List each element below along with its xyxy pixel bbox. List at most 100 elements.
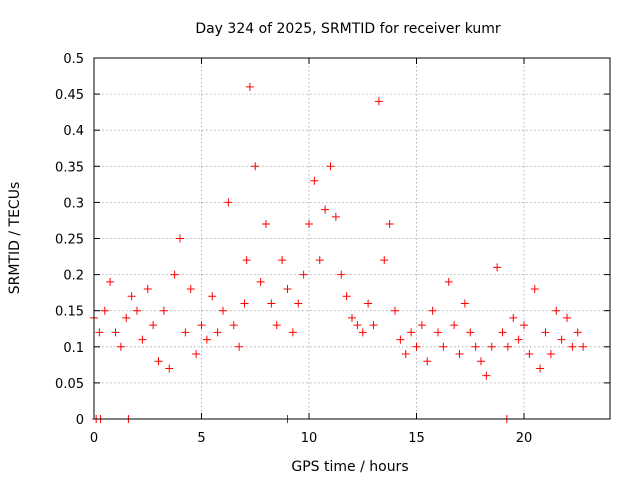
data-point — [423, 357, 432, 366]
data-point — [192, 350, 201, 359]
data-point — [557, 335, 566, 344]
data-point — [514, 335, 523, 344]
data-point — [364, 299, 373, 308]
data-point — [579, 342, 588, 351]
y-tick-label: 0 — [76, 413, 84, 428]
data-point — [385, 220, 394, 229]
y-tick-label: 0.05 — [55, 377, 84, 392]
data-point — [159, 306, 168, 315]
data-point — [213, 328, 222, 337]
data-point — [391, 306, 399, 315]
data-point — [401, 350, 410, 359]
data-point — [283, 285, 292, 294]
data-point — [95, 328, 104, 337]
data-point — [100, 306, 109, 315]
data-point — [315, 256, 324, 265]
axis-ticks: 0 0.05 0.1 0.15 0.2 0.25 0.3 0.35 0.4 0.45 0.5 0 5 10… — [55, 52, 610, 446]
x-axis-label: GPS time / hours — [291, 459, 408, 475]
data-point — [326, 162, 335, 171]
data-point — [197, 321, 206, 330]
data-point — [229, 321, 238, 330]
data-point — [358, 328, 367, 337]
y-tick-label: 0.2 — [63, 269, 84, 284]
data-point — [348, 313, 356, 322]
data-point — [181, 328, 190, 337]
y-tick-label: 0.4 — [63, 124, 84, 139]
data-point — [202, 335, 211, 344]
x-tick-label: 5 — [197, 431, 205, 446]
data-point — [396, 335, 405, 344]
data-point — [251, 162, 260, 171]
y-axis-label: SRMTID / TECUs — [7, 182, 23, 295]
data-point — [310, 176, 319, 185]
data-point — [536, 364, 545, 373]
data-point — [466, 328, 475, 337]
data-point — [294, 299, 303, 308]
data-point — [321, 205, 330, 214]
data-point — [299, 270, 308, 279]
data-point — [460, 299, 469, 308]
data-point — [133, 306, 141, 315]
data-point — [573, 328, 582, 337]
data-point — [111, 328, 120, 337]
data-point — [568, 342, 577, 351]
y-tick-label: 0.45 — [55, 88, 84, 103]
y-tick-label: 0.1 — [63, 341, 84, 356]
y-tick-label: 0.5 — [63, 52, 84, 67]
data-point — [278, 256, 287, 265]
data-point — [546, 350, 555, 359]
data-point — [407, 328, 416, 337]
data-point — [208, 292, 217, 301]
data-point — [106, 277, 115, 286]
y-tick-label: 0.35 — [55, 160, 84, 175]
x-tick-label: 0 — [90, 431, 98, 446]
x-tick-label: 20 — [516, 431, 533, 446]
data-point — [444, 277, 453, 286]
data-point — [165, 364, 174, 373]
data-point — [477, 357, 485, 366]
data-point — [563, 313, 571, 322]
data-point — [503, 342, 512, 351]
data-point — [272, 321, 281, 330]
data-point — [417, 321, 426, 330]
data-point — [256, 277, 265, 286]
data-point — [331, 212, 340, 221]
data-point — [154, 357, 163, 366]
data-point — [380, 256, 389, 265]
data-point — [127, 292, 136, 301]
data-point — [439, 342, 448, 351]
data-point — [455, 350, 464, 359]
data-point — [242, 256, 251, 265]
data-point — [337, 270, 346, 279]
data-point — [262, 220, 270, 229]
data-point — [186, 285, 195, 294]
grid — [93, 57, 610, 420]
data-point — [149, 321, 158, 330]
data-point — [450, 321, 459, 330]
x-tick-label: 10 — [301, 431, 318, 446]
data-point — [369, 321, 378, 330]
data-point — [487, 342, 496, 351]
data-point — [342, 292, 351, 301]
data-point — [541, 328, 550, 337]
data-point — [224, 198, 233, 207]
data-point — [245, 82, 254, 91]
data-point — [122, 313, 131, 322]
data-point — [116, 342, 125, 351]
data-point — [525, 350, 534, 359]
data-point — [267, 299, 276, 308]
data-point — [374, 97, 383, 106]
data-point — [143, 285, 152, 294]
y-tick-label: 0.3 — [63, 196, 84, 211]
data-point — [520, 321, 528, 330]
data-point — [176, 234, 184, 243]
data-point — [305, 220, 313, 229]
data-marks — [90, 82, 588, 423]
data-point — [235, 342, 244, 351]
data-point — [353, 321, 362, 330]
data-point — [170, 270, 179, 279]
data-point — [428, 306, 437, 315]
data-point — [288, 328, 297, 337]
data-point — [138, 335, 147, 344]
